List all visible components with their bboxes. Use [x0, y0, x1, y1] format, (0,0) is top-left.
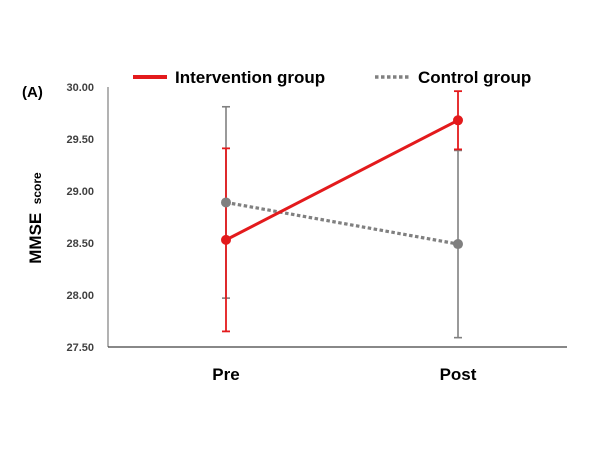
- legend-label-intervention: Intervention group: [175, 68, 325, 87]
- data-point-control: [453, 239, 463, 250]
- series-line-intervention: [225, 118, 459, 242]
- y-tick-label: 30.00: [66, 82, 94, 94]
- y-axis-label-main: MMSE: [26, 213, 45, 264]
- plot-area: [221, 90, 463, 339]
- panel-label: (A): [22, 84, 43, 101]
- y-tick-label: 29.00: [66, 186, 94, 198]
- y-axis-label: MMSE score: [26, 172, 45, 264]
- x-tick-label-pre: Pre: [212, 365, 239, 384]
- data-point-intervention: [221, 234, 231, 245]
- y-ticks: 27.50 28.00 28.50 29.00 29.50 30.00: [66, 82, 94, 354]
- y-tick-label: 28.50: [66, 238, 94, 250]
- y-tick-label: 29.50: [66, 134, 94, 146]
- y-tick-label: 27.50: [66, 342, 94, 354]
- series-line-control: [225, 200, 459, 246]
- y-axis-label-sub: score: [30, 172, 44, 204]
- legend: Intervention group Control group: [133, 68, 531, 87]
- legend-label-control: Control group: [418, 68, 531, 87]
- data-point-intervention: [453, 115, 463, 126]
- y-tick-label: 28.00: [66, 290, 94, 302]
- data-point-control: [221, 197, 231, 208]
- x-tick-label-post: Post: [440, 365, 477, 384]
